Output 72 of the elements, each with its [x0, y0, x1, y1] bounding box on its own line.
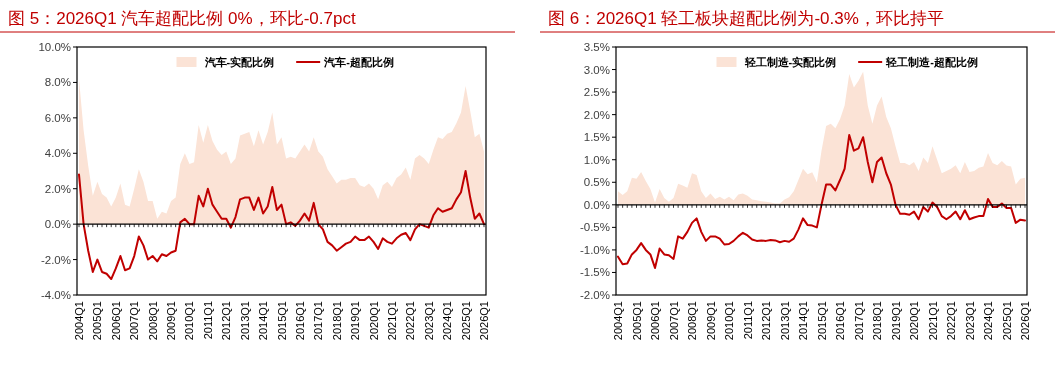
x-tick-label: 2007Q1: [667, 301, 680, 341]
y-tick-label: 2.0%: [583, 108, 610, 121]
x-tick-label: 2013Q1: [238, 301, 251, 341]
x-tick-label: 2019Q1: [889, 301, 902, 341]
y-tick-label: -2.0%: [40, 253, 71, 266]
x-tick-label: 2026Q1: [478, 301, 490, 341]
y-tick-label: 3.0%: [583, 63, 610, 76]
x-tick-label: 2021Q1: [926, 301, 939, 341]
x-tick-label: 2007Q1: [128, 301, 141, 341]
x-tick-label: 2010Q1: [723, 301, 735, 341]
x-tick-label: 2011Q1: [201, 301, 214, 340]
legend-label: 轻工制造-实配比例: [743, 56, 837, 68]
x-tick-label: 2012Q1: [760, 301, 772, 341]
x-tick-label: 2011Q1: [741, 301, 754, 340]
x-tick-label: 2023Q1: [963, 301, 976, 341]
y-tick-label: 3.5%: [583, 41, 610, 53]
x-tick-label: 2023Q1: [422, 301, 435, 341]
y-tick-label: 1.5%: [583, 131, 610, 144]
x-tick-label: 2024Q1: [441, 301, 454, 341]
x-tick-label: 2018Q1: [330, 301, 343, 341]
x-tick-label: 2009Q1: [704, 301, 717, 341]
y-tick-label: -4.0%: [40, 289, 71, 301]
x-tick-label: 2009Q1: [165, 301, 178, 341]
x-tick-label: 2017Q1: [852, 301, 865, 341]
legend-label: 汽车-超配比例: [323, 56, 394, 68]
x-tick-label: 2025Q1: [1000, 301, 1013, 341]
y-tick-label: 0.0%: [583, 198, 610, 211]
y-tick-label: 2.5%: [583, 86, 610, 99]
x-tick-label: 2019Q1: [349, 301, 362, 341]
y-tick-label: -1.0%: [579, 243, 610, 256]
x-tick-label: 2005Q1: [630, 301, 643, 341]
y-tick-label: 4.0%: [44, 147, 71, 160]
x-tick-label: 2004Q1: [73, 301, 85, 341]
x-tick-label: 2016Q1: [834, 301, 846, 341]
x-tick-label: 2014Q1: [257, 301, 270, 341]
x-tick-label: 2015Q1: [815, 301, 828, 341]
y-tick-label: -0.5%: [579, 221, 610, 234]
legend-label: 汽车-实配比例: [203, 56, 275, 68]
chart-title: 图 5：2026Q1 汽车超配比例 0%，环比-0.7pct: [8, 9, 356, 28]
y-tick-label: 10.0%: [38, 41, 71, 53]
x-tick-label: 2005Q1: [91, 301, 104, 341]
x-tick-label: 2008Q1: [146, 301, 159, 341]
x-tick-label: 2021Q1: [385, 301, 398, 341]
x-tick-label: 2004Q1: [612, 301, 624, 341]
x-tick-label: 2015Q1: [275, 301, 288, 341]
x-tick-label: 2024Q1: [982, 301, 994, 341]
y-tick-label: 0.0%: [44, 218, 71, 231]
chart-title: 图 6：2026Q1 轻工板块超配比例为-0.3%，环比持平: [548, 9, 944, 28]
y-tick-label: -2.0%: [579, 289, 610, 301]
x-tick-label: 2018Q1: [871, 301, 883, 341]
x-tick-label: 2006Q1: [649, 301, 661, 341]
x-tick-label: 2022Q1: [945, 301, 957, 341]
y-tick-label: 1.0%: [583, 153, 610, 166]
y-tick-label: 8.0%: [44, 76, 71, 89]
y-tick-label: -1.5%: [579, 266, 610, 279]
x-tick-label: 2016Q1: [293, 301, 306, 341]
x-tick-label: 2026Q1: [1019, 301, 1031, 341]
x-tick-label: 2022Q1: [404, 301, 417, 341]
x-tick-label: 2008Q1: [686, 301, 698, 341]
x-tick-label: 2012Q1: [220, 301, 233, 341]
x-tick-label: 2014Q1: [797, 301, 809, 341]
y-tick-label: 2.0%: [44, 182, 71, 195]
y-tick-label: 6.0%: [44, 111, 71, 124]
legend-label: 轻工制造-超配比例: [885, 56, 978, 68]
x-tick-label: 2020Q1: [367, 301, 380, 341]
x-tick-label: 2017Q1: [312, 301, 325, 341]
x-tick-label: 2025Q1: [459, 301, 472, 341]
x-tick-label: 2006Q1: [109, 301, 122, 341]
x-tick-label: 2010Q1: [183, 301, 196, 341]
x-tick-label: 2013Q1: [778, 301, 791, 341]
y-tick-label: 0.5%: [583, 176, 610, 189]
x-tick-label: 2020Q1: [908, 301, 920, 341]
